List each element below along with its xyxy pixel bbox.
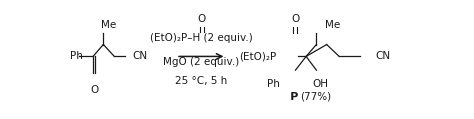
Text: P: P xyxy=(289,92,299,102)
Text: O: O xyxy=(197,14,206,24)
Text: Ph: Ph xyxy=(70,51,82,61)
Text: OH: OH xyxy=(312,79,328,89)
Text: 25 °C, 5 h: 25 °C, 5 h xyxy=(175,76,228,86)
Text: (77%): (77%) xyxy=(300,92,331,102)
Text: O: O xyxy=(90,85,98,95)
Text: (EtO)₂P–H (2 equiv.): (EtO)₂P–H (2 equiv.) xyxy=(150,33,253,43)
Text: Me: Me xyxy=(325,20,340,30)
Text: CN: CN xyxy=(375,51,390,61)
Text: (EtO)₂P: (EtO)₂P xyxy=(239,51,276,61)
Text: Ph: Ph xyxy=(267,79,280,89)
Text: Me: Me xyxy=(101,20,117,30)
Text: MgO (2 equiv.): MgO (2 equiv.) xyxy=(163,57,239,67)
Text: O: O xyxy=(291,14,299,24)
Text: CN: CN xyxy=(132,51,147,61)
